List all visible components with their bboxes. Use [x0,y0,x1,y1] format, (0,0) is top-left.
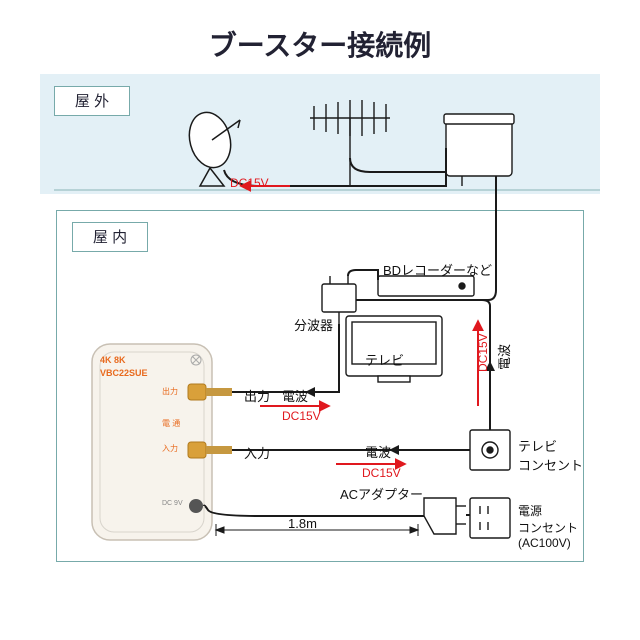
booster-in-text: 入力 [162,443,178,454]
booster-dc-text: DC 9V [162,500,183,507]
tv-outlet-label: テレビ コンセント [518,436,583,474]
ac-adapter-label: ACアダプター [340,484,423,503]
dc15v-lower: DC15V [362,466,401,480]
dc15v-upper: DC15V [282,409,321,423]
ac-adapter-icon [424,498,466,534]
tv-icon [346,316,442,382]
satellite-dish-icon [183,108,240,186]
dempa-lower: 電波 [365,442,391,461]
cable-length-label: 1.8m [288,516,317,531]
booster-brand-label: 4K 8K [100,355,126,365]
dc15v-outdoor: DC15V [230,176,269,190]
input-port-label: 入力 [244,443,270,462]
tv-label: テレビ [365,350,404,369]
dc15v-vertical: DC15V [476,333,490,372]
booster-model-label: VBC22SUE [100,368,148,378]
dempa-vertical: 電波 [494,344,513,370]
diagram-root: ブースター接続例 屋 外 屋 内 [0,0,640,640]
output-port-label: 出力 [244,386,270,405]
bd-label: BDレコーダーなど [383,260,492,279]
outdoor-amp-icon [444,114,514,186]
uhf-antenna-icon [310,100,390,186]
power-outlet-icon [470,498,510,538]
tv-outlet-icon [470,430,510,470]
power-outlet-label: 電源 コンセント (AC100V) [518,502,578,550]
splitter-label: 分波器 [294,315,333,334]
bd-recorder-icon [378,276,474,296]
booster-pass-text: 電 通 [162,418,180,429]
booster-out-text: 出力 [162,386,178,397]
dempa-upper: 電波 [282,386,308,405]
